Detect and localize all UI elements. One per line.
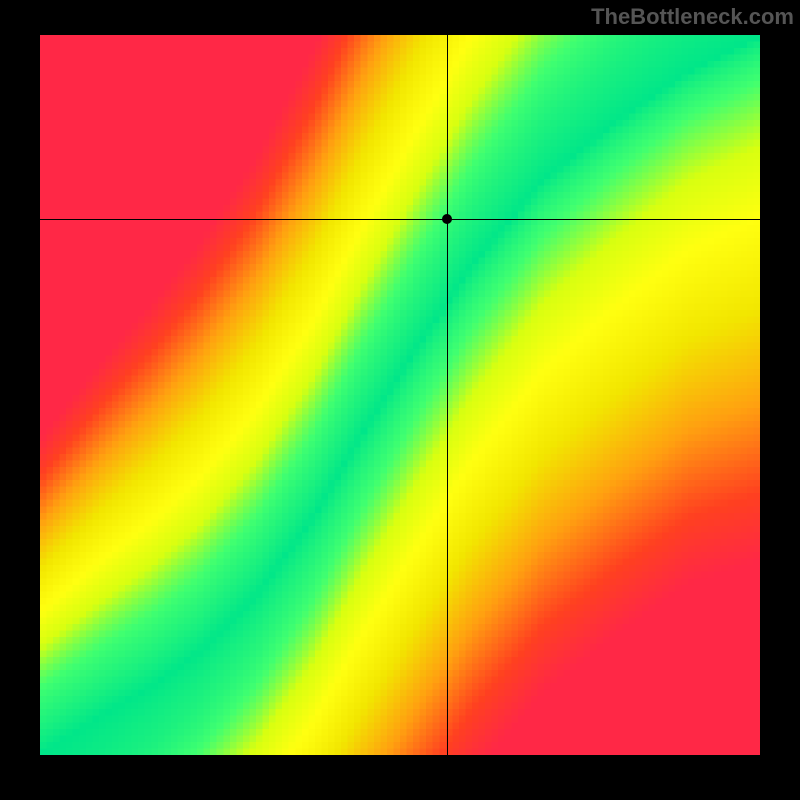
crosshair-horizontal — [0, 219, 800, 220]
watermark-text: TheBottleneck.com — [585, 0, 800, 34]
heatmap-plot — [40, 35, 760, 755]
heatmap-canvas — [40, 35, 760, 755]
crosshair-vertical — [447, 0, 448, 800]
crosshair-marker — [442, 214, 452, 224]
